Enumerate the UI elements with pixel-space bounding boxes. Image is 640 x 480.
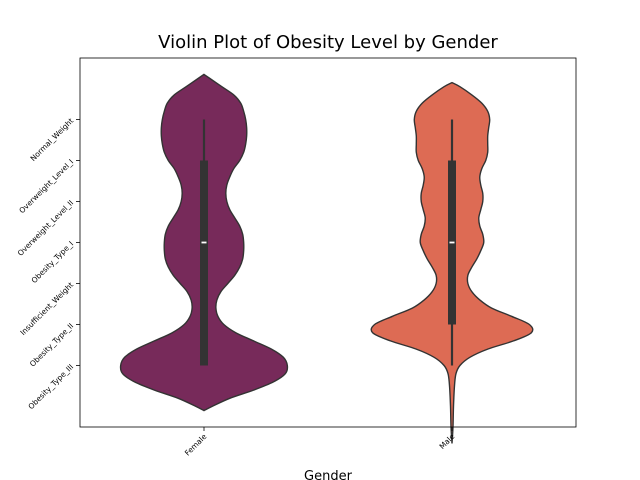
x-axis-label: Gender: [304, 469, 353, 480]
x-axis: Female Male: [183, 427, 457, 458]
y-tick-label: Obesity_Type_I: [30, 239, 76, 285]
y-tick-label: Normal_Weight: [29, 116, 76, 163]
plot-area: [119, 73, 534, 444]
y-tick-label: Obesity_Type_III: [26, 362, 75, 411]
y-tick-label: Obesity_Type_II: [28, 321, 75, 368]
violin-female: [119, 73, 289, 412]
iqr-box: [200, 160, 208, 366]
x-tick-label: Female: [183, 432, 209, 458]
violin-male: [370, 81, 534, 444]
x-tick-label: Male: [437, 432, 456, 451]
chart-title: Violin Plot of Obesity Level by Gender: [158, 32, 498, 53]
y-axis: Normal_WeightOverweight_Level_IOverweigh…: [16, 116, 80, 411]
